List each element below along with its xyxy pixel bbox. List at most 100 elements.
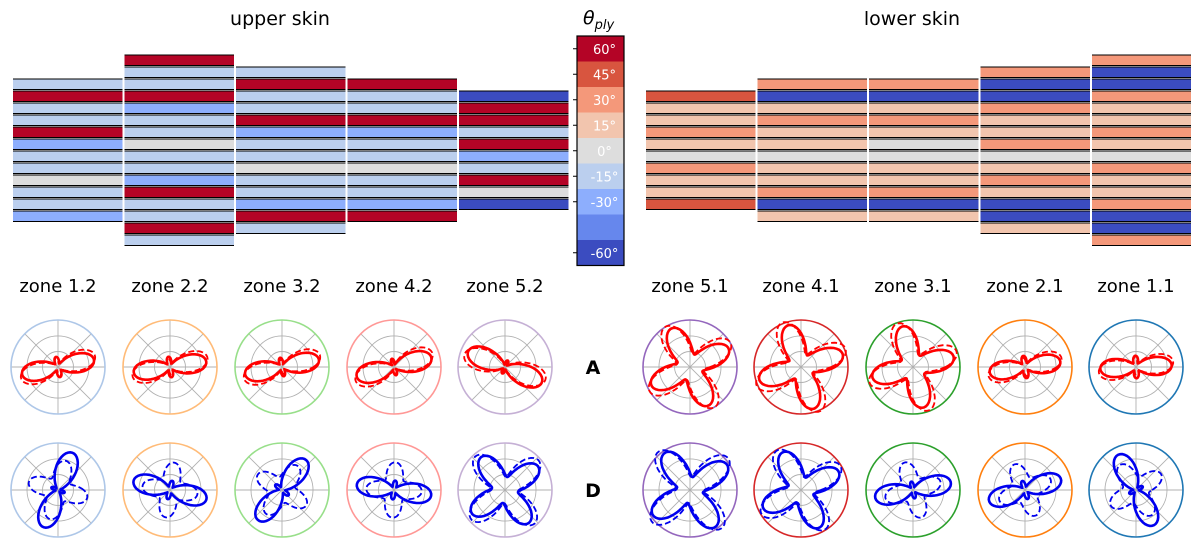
- polar-frame: [977, 442, 1073, 538]
- ply-segment: [869, 187, 979, 198]
- ply-segment: [646, 187, 756, 198]
- ply-segment: [646, 91, 756, 102]
- ply-segment: [124, 115, 234, 126]
- polar-curve-dashed: [463, 347, 547, 387]
- colorbar-swatch: [577, 61, 624, 88]
- ply-segment: [1092, 223, 1191, 234]
- ply-segment: [1092, 235, 1191, 246]
- ply-segment: [347, 103, 457, 114]
- ply-segment: [124, 79, 234, 90]
- ply-segment: [980, 103, 1090, 114]
- polar-frame: [457, 442, 553, 538]
- ply-segment: [1092, 67, 1191, 78]
- ply-segment: [124, 103, 234, 114]
- row-label-d: D: [585, 480, 601, 502]
- ply-segment: [124, 67, 234, 78]
- polar-frame: [10, 442, 106, 538]
- zone-label-2-1: zone 2.1: [986, 276, 1063, 297]
- ply-segment: [869, 139, 979, 150]
- ply-segment: [236, 127, 346, 138]
- ply-segment: [124, 175, 234, 186]
- ply-segment: [1092, 187, 1191, 198]
- ply-segment: [459, 127, 569, 138]
- polar-grid-spoke: [656, 456, 724, 524]
- ply-segment: [646, 163, 756, 174]
- polar-curve-dashed: [649, 449, 731, 531]
- ply-segment: [13, 127, 123, 138]
- upper-skin-title: upper skin: [230, 8, 330, 30]
- polar-plot: [122, 442, 218, 538]
- ply-segment: [980, 199, 1090, 210]
- ply-segment: [869, 127, 979, 138]
- zone-label-1-2: zone 1.2: [19, 276, 96, 297]
- ply-segment: [980, 115, 1090, 126]
- polar-grid-spoke: [879, 456, 947, 524]
- zone-label-5-1: zone 5.1: [651, 276, 728, 297]
- ply-segment: [459, 151, 569, 162]
- ply-segment: [459, 187, 569, 198]
- ply-segment: [459, 199, 569, 210]
- polar-curve-dashed: [755, 321, 847, 413]
- ply-segment: [980, 127, 1090, 138]
- colorbar-tick-label: 45°: [593, 68, 616, 83]
- colorbar-swatch: [577, 163, 624, 190]
- zone-labels: zone 1.2 zone 2.2 zone 3.2 zone 4.2 zone…: [19, 276, 1174, 297]
- ply-segment: [980, 79, 1090, 90]
- polar-plots: [10, 319, 1184, 538]
- ply-segment: [980, 163, 1090, 174]
- polar-frame: [865, 442, 961, 538]
- polar-grid-spoke: [24, 333, 92, 401]
- polar-grid-spoke: [248, 333, 316, 401]
- polar-frame: [234, 319, 330, 415]
- ply-segment: [1092, 103, 1191, 114]
- polar-plot: [865, 319, 961, 415]
- lower-skin-layup: [646, 54, 1191, 246]
- polar-curve-solid: [36, 450, 80, 530]
- ply-segment: [236, 115, 346, 126]
- ply-segment: [124, 127, 234, 138]
- ply-segment: [347, 163, 457, 174]
- polar-curve-solid: [649, 326, 731, 408]
- polar-frame: [865, 319, 961, 415]
- polar-grid-spoke: [248, 456, 316, 524]
- ply-segment: [347, 187, 457, 198]
- ply-segment: [13, 79, 123, 90]
- ply-segment: [646, 139, 756, 150]
- polar-curve-solid: [132, 473, 208, 507]
- polar-frame: [977, 319, 1073, 415]
- ply-segment: [236, 103, 346, 114]
- polar-frame: [346, 319, 442, 415]
- polar-grid-spoke: [24, 456, 92, 524]
- zone-label-4-1: zone 4.1: [762, 276, 839, 297]
- polar-grid-spoke: [1102, 333, 1170, 401]
- ply-segment: [124, 55, 234, 66]
- polar-plot: [977, 442, 1073, 538]
- ply-segment: [980, 187, 1090, 198]
- ply-segment: [1092, 175, 1191, 186]
- ply-segment: [980, 91, 1090, 102]
- colorbar-title: θply: [583, 7, 614, 33]
- polar-frame: [346, 442, 442, 538]
- ply-segment: [459, 163, 569, 174]
- ply-segment: [869, 211, 979, 222]
- ply-segment: [1092, 211, 1191, 222]
- ply-segment: [869, 103, 979, 114]
- ply-segment: [13, 187, 123, 198]
- ply-segment: [124, 235, 234, 246]
- colorbar-tick-label: -15°: [591, 170, 619, 185]
- polar-frame: [10, 319, 106, 415]
- polar-grid-spoke: [991, 333, 1059, 401]
- ply-segment: [757, 139, 867, 150]
- ply-segment: [646, 151, 756, 162]
- polar-plot: [10, 319, 106, 415]
- ply-segment: [13, 211, 123, 222]
- polar-curve-solid: [870, 324, 956, 410]
- ply-segment: [347, 175, 457, 186]
- polar-curve-dashed: [354, 346, 434, 388]
- ply-segment: [459, 175, 569, 186]
- zone-label-3-2: zone 3.2: [243, 276, 320, 297]
- row-label-a: A: [586, 357, 601, 379]
- colorbar-tick-label: 15°: [593, 119, 616, 134]
- ply-segment: [869, 79, 979, 90]
- polar-plot: [346, 442, 442, 538]
